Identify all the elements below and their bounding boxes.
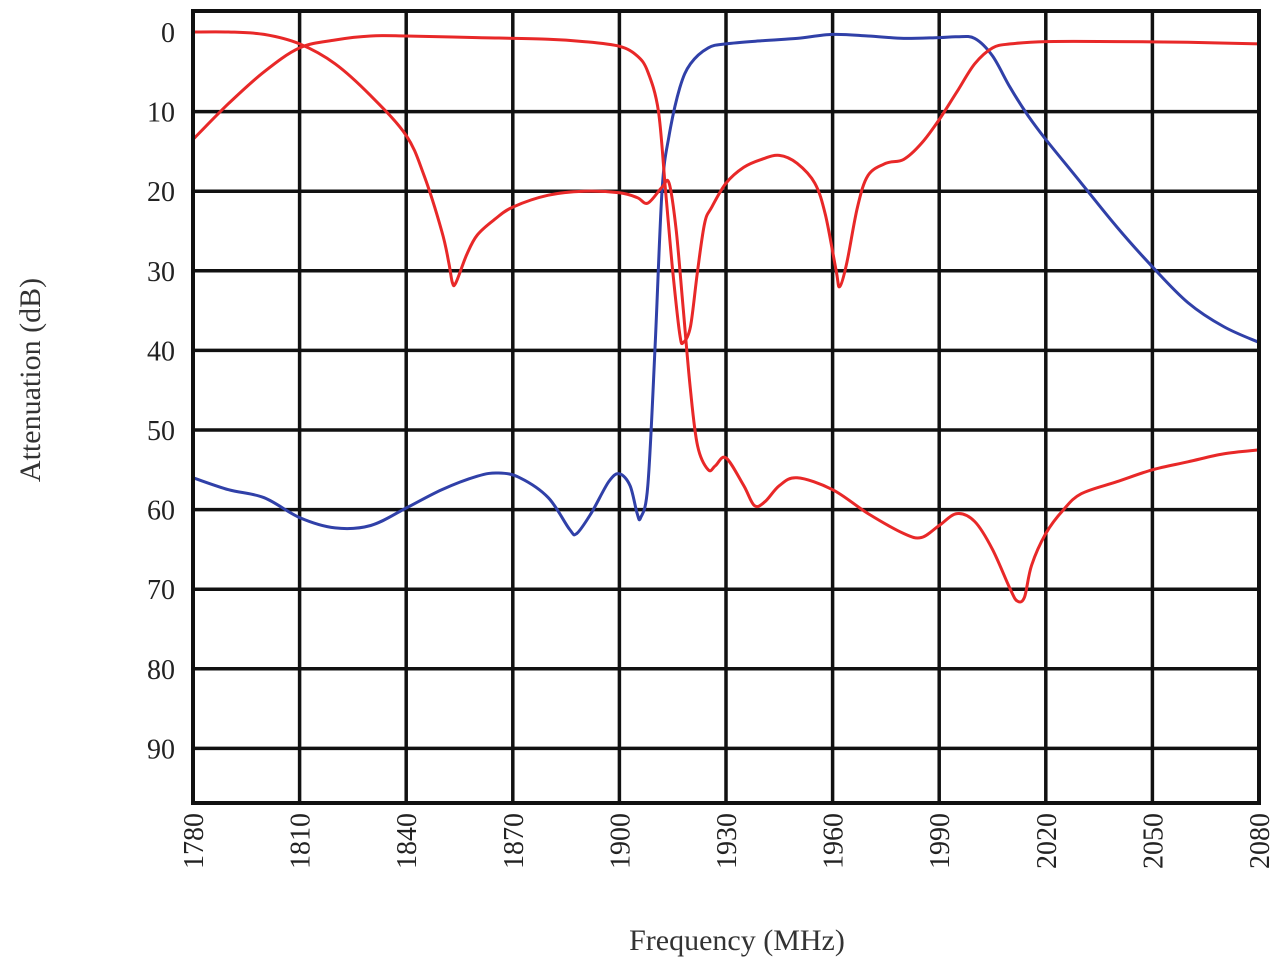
y-tick-label: 60 xyxy=(147,496,175,527)
y-tick-label: 70 xyxy=(147,575,175,606)
x-axis-title: Frequency (MHz) xyxy=(629,924,845,957)
y-tick-label: 80 xyxy=(147,655,175,686)
y-tick-label: 20 xyxy=(147,177,175,208)
x-tick-label: 1990 xyxy=(925,813,956,869)
x-tick-label: 1960 xyxy=(819,813,850,869)
y-tick-label: 30 xyxy=(147,257,175,288)
x-tick-label: 2080 xyxy=(1245,813,1276,869)
y-tick-label: 90 xyxy=(147,734,175,765)
x-tick-label: 1780 xyxy=(179,813,210,869)
y-axis-ticks: 0 10 20 30 40 50 60 70 80 90 xyxy=(147,18,175,765)
x-axis-ticks: 1780 1810 1840 1870 1900 1930 1960 1990 2020 2050… xyxy=(179,813,1276,869)
x-tick-label: 1930 xyxy=(712,813,743,869)
y-tick-label: 10 xyxy=(147,98,175,129)
y-axis-title: Attenuation (dB) xyxy=(14,278,47,482)
x-tick-label: 2050 xyxy=(1138,813,1169,869)
x-tick-label: 1810 xyxy=(286,813,317,869)
x-tick-label: 1900 xyxy=(605,813,636,869)
chart-grid xyxy=(193,11,1259,803)
y-tick-label: 40 xyxy=(147,336,175,367)
x-tick-label: 2020 xyxy=(1032,813,1063,869)
y-tick-label: 0 xyxy=(161,18,175,49)
x-tick-label: 1840 xyxy=(392,813,423,869)
x-tick-label: 1870 xyxy=(499,813,530,869)
y-tick-label: 50 xyxy=(147,416,175,447)
